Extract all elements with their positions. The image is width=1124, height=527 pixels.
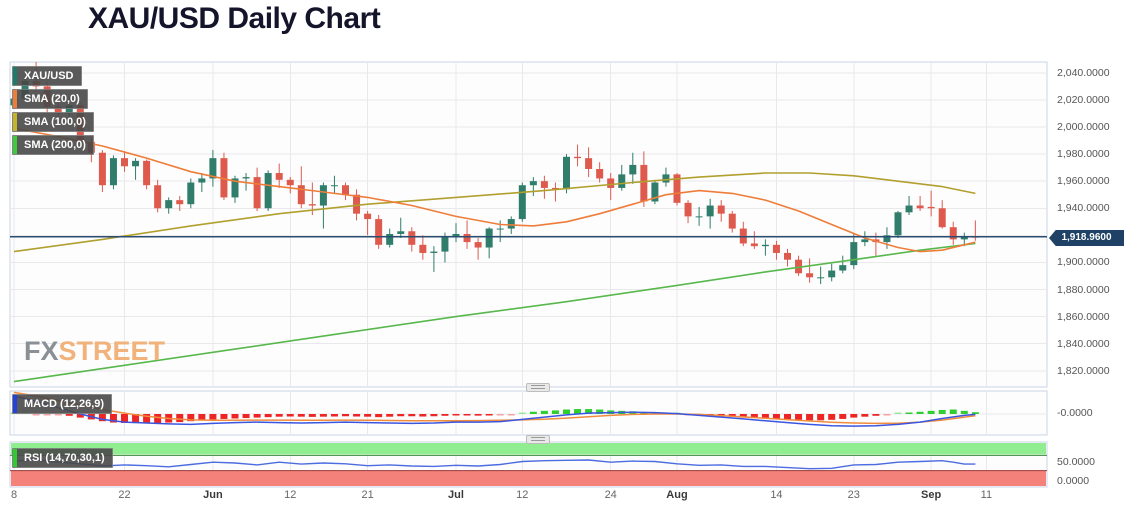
x-axis-label: 12 <box>284 489 297 501</box>
candlestick-series <box>10 62 979 285</box>
x-axis-label: 22 <box>118 489 131 501</box>
y-axis-label: 2,000.0000 <box>1057 121 1110 133</box>
rsi-axis-label-0: 0.0000 <box>1057 475 1090 487</box>
rsi-indicator-label: RSI (14,70,30,1) <box>24 452 105 464</box>
last-price-tag: 1,918.9600 <box>1049 230 1124 246</box>
y-axis-label: 1,980.0000 <box>1057 148 1110 161</box>
legend-item-label: XAU/USD <box>24 70 74 82</box>
pane-resize-handle[interactable] <box>526 435 550 444</box>
y-axis-label: 2,040.0000 <box>1057 66 1110 79</box>
x-axis-label: 23 <box>847 489 860 501</box>
y-axis-label: 1,820.0000 <box>1057 364 1110 377</box>
x-axis-label: 8 <box>10 489 18 501</box>
y-axis-label: 1,940.0000 <box>1057 202 1110 215</box>
x-axis-label: 14 <box>770 489 783 501</box>
y-axis-label: 1,840.0000 <box>1057 337 1110 350</box>
x-axis-label: 12 <box>516 489 529 501</box>
sma100-color-strip <box>13 113 17 131</box>
legend-item-sma20[interactable]: SMA (20,0) <box>12 89 88 109</box>
sma200-color-strip <box>13 136 17 154</box>
sma100-line <box>13 172 976 253</box>
x-axis-label: 11 <box>980 489 993 501</box>
x-axis-label: Jun <box>203 489 223 501</box>
y-axis-label: 1,900.0000 <box>1057 256 1110 269</box>
rsi-indicator-tab[interactable]: RSI (14,70,30,1) <box>12 448 113 468</box>
x-axis-label: Sep <box>921 489 942 501</box>
macd-signal-line <box>13 391 976 425</box>
macd-axis-label: -0.0000 <box>1057 407 1093 419</box>
legend-item-label: SMA (100,0) <box>24 116 86 128</box>
fxstreet-watermark: FXSTREET <box>24 336 165 367</box>
y-axis-label: 1,960.0000 <box>1057 175 1110 188</box>
rsi-axis-label-50: 50.0000 <box>1057 456 1095 468</box>
rsi-oversold-band <box>11 470 1046 486</box>
watermark-street: STREET <box>58 336 166 366</box>
macd-color-strip <box>13 395 17 413</box>
x-axis-label: Aug <box>666 489 688 501</box>
macd-indicator-tab[interactable]: MACD (12,26,9) <box>12 394 113 414</box>
y-axis-label: 2,020.0000 <box>1057 93 1110 106</box>
grid <box>10 62 1047 487</box>
pane-resize-handle[interactable] <box>526 383 550 392</box>
sma20-color-strip <box>13 90 17 108</box>
x-axis-label: 21 <box>361 489 374 501</box>
rsi-color-strip <box>13 449 17 467</box>
x-axis-label: 24 <box>604 489 617 501</box>
legend-item-label: SMA (20,0) <box>24 93 80 105</box>
rsi-overbought-band <box>11 443 1046 455</box>
page-title: XAU/USD Daily Chart <box>88 2 381 35</box>
sma200-line <box>13 242 976 383</box>
watermark-fx: FX <box>24 336 59 366</box>
rsi-line <box>13 459 976 470</box>
x-axis-label: Jul <box>448 489 464 501</box>
macd-indicator-label: MACD (12,26,9) <box>24 398 105 410</box>
symbol-color-strip <box>13 67 17 85</box>
sma20-line <box>13 127 976 253</box>
macd-line <box>13 395 976 427</box>
macd-pane[interactable] <box>9 390 1048 436</box>
legend-item-sma100[interactable]: SMA (100,0) <box>12 112 94 132</box>
y-axis-label: 1,880.0000 <box>1057 283 1110 296</box>
legend-item-label: SMA (200,0) <box>24 139 86 151</box>
legend-item-sma200[interactable]: SMA (200,0) <box>12 135 94 155</box>
legend-item-symbol[interactable]: XAU/USD <box>12 66 82 86</box>
price-pane[interactable] <box>9 61 1048 388</box>
y-axis-label: 1,860.0000 <box>1057 310 1110 323</box>
